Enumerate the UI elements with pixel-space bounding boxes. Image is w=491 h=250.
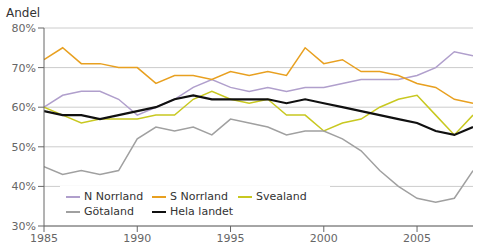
svg-text:50%: 50% [12,141,36,154]
html-text:Götaland: Götaland [84,205,135,218]
svg-text:2005: 2005 [403,232,431,245]
html-text:Hela landet: Hela landet [170,205,234,218]
svg-text:80%: 80% [12,22,36,35]
svg-text:30%: 30% [12,220,36,233]
html-text:Andel: Andel [6,6,41,20]
html-text:S Norrland: S Norrland [170,190,228,203]
html-text:Svealand: Svealand [256,190,307,203]
svg-text:1995: 1995 [217,232,245,245]
svg-text:70%: 70% [12,62,36,75]
svg-text:60%: 60% [12,101,36,114]
svg-text:40%: 40% [12,180,36,193]
html-text:N Norrland: N Norrland [84,190,144,203]
svg-text:1985: 1985 [30,232,58,245]
svg-text:2000: 2000 [310,232,338,245]
svg-text:1990: 1990 [123,232,151,245]
